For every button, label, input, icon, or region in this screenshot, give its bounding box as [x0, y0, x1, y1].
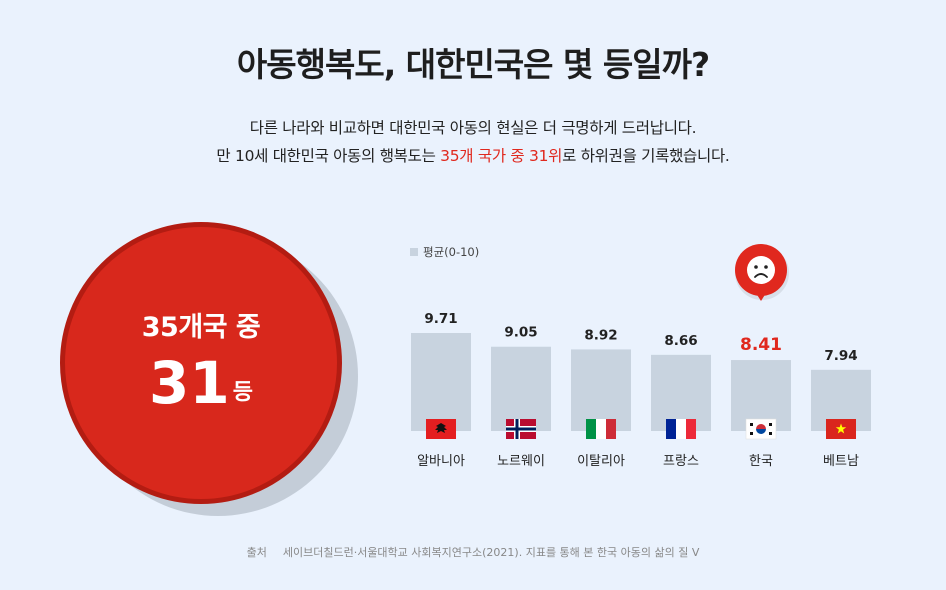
france-flag-white [676, 419, 686, 439]
korea-flag-trigram [750, 423, 753, 426]
italy-flag-green [586, 419, 596, 439]
description-line-1: 다른 나라와 비교하면 대한민국 아동의 현실은 더 극명하게 드러납니다. [249, 119, 697, 137]
value-label: 9.05 [504, 325, 537, 341]
sad-face-icon [735, 244, 789, 301]
korea-flag-trigram [750, 432, 753, 435]
norway-flag-icon [506, 419, 536, 439]
category-label: 알바니아 [417, 454, 465, 469]
rank-unit: 등 [232, 379, 253, 405]
sad-face-right-eye [764, 265, 768, 269]
description-line-2-pre: 만 10세 대한민국 아동의 행복도는 [216, 147, 441, 165]
bar [651, 354, 711, 431]
korea-flag-icon [745, 418, 777, 440]
category-label: 한국 [749, 454, 773, 469]
source-label: 출처 [246, 546, 267, 559]
chart-legend: 평균(0-10) [410, 244, 479, 260]
korea-flag-trigram [769, 432, 772, 435]
category-label: 노르웨이 [497, 454, 545, 469]
bar [571, 349, 631, 431]
description-line-2: 만 10세 대한민국 아동의 행복도는 35개 국가 중 31위로 하위권을 기… [0, 144, 946, 166]
legend-swatch [410, 248, 418, 256]
rank-number: 31 [149, 348, 230, 417]
italy-flag-icon [586, 419, 616, 439]
bar [411, 333, 471, 431]
rank-badge-value: 31 등 [149, 354, 253, 412]
vietnam-flag-icon [826, 419, 856, 439]
value-label: 9.71 [424, 311, 457, 327]
rank-badge: 35개국 중 31 등 [60, 222, 342, 504]
france-flag-red [686, 419, 696, 439]
korea-flag-taeguk-blue [756, 429, 766, 434]
source-note: 출처 세이브더칠드런·서울대학교 사회복지연구소(2021). 지표를 통해 본 … [0, 544, 946, 560]
italy-flag-white [596, 419, 606, 439]
rank-badge-caption: 35개국 중 [141, 311, 261, 343]
albania-flag-eagle [435, 423, 447, 433]
legend-label: 평균(0-10) [423, 245, 480, 259]
category-label: 프랑스 [663, 454, 699, 469]
norway-flag-cross-h-blue [506, 427, 536, 431]
value-label: 8.66 [664, 333, 697, 349]
bar [491, 346, 551, 431]
value-label: 8.92 [584, 327, 617, 343]
italy-flag-red [606, 419, 616, 439]
korea-flag-trigram [769, 423, 772, 426]
description-line-2-post: 로 하위권을 기록했습니다. [562, 147, 730, 165]
value-label: 8.41 [740, 335, 782, 355]
france-flag-icon [666, 419, 696, 439]
vietnam-flag-star [835, 423, 847, 434]
source-text: 세이브더칠드런·서울대학교 사회복지연구소(2021). 지표를 통해 본 한국… [282, 546, 700, 559]
sad-face [747, 256, 775, 284]
category-label: 베트남 [823, 454, 859, 469]
page-title: 아동행복도, 대한민국은 몇 등일까? [236, 45, 710, 84]
category-label: 이탈리아 [577, 454, 625, 469]
description-highlight: 35개 국가 중 31위 [440, 147, 563, 165]
value-label: 7.94 [824, 348, 857, 364]
albania-flag-icon [426, 419, 456, 439]
sad-face-mouth [754, 273, 768, 278]
france-flag-blue [666, 419, 676, 439]
korea-flag-taeguk-red [756, 424, 766, 429]
sad-face-left-eye [754, 265, 758, 269]
